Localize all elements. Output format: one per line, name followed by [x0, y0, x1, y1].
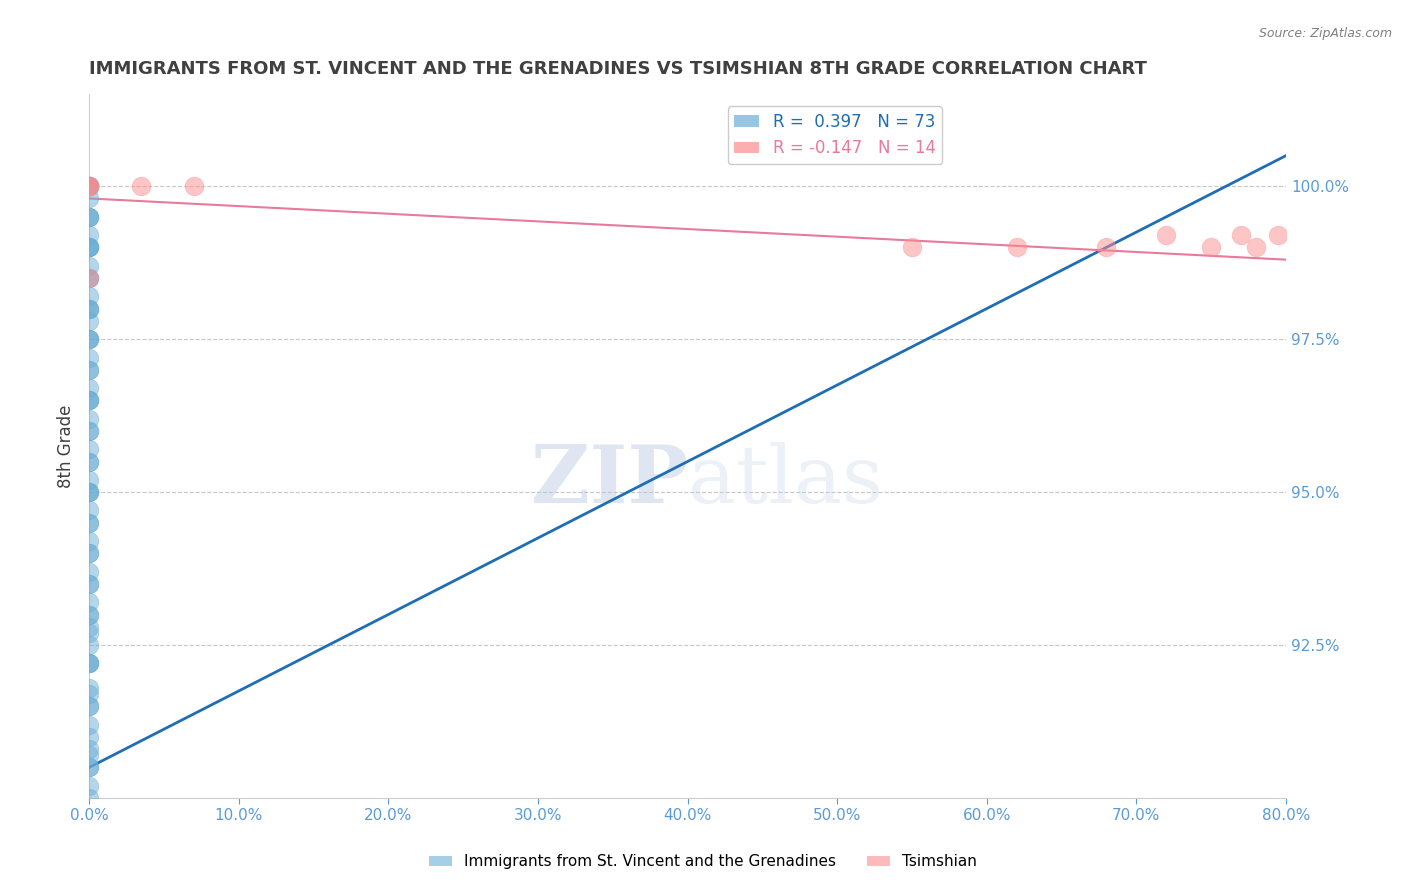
Point	[77, 301, 100, 316]
Point	[77, 393, 100, 408]
Point	[77, 454, 100, 468]
Point	[77, 748, 100, 763]
Point	[77, 179, 100, 194]
Point	[77, 240, 100, 254]
Point	[77, 179, 100, 194]
Text: IMMIGRANTS FROM ST. VINCENT AND THE GRENADINES VS TSIMSHIAN 8TH GRADE CORRELATIO: IMMIGRANTS FROM ST. VINCENT AND THE GREN…	[89, 60, 1147, 78]
Point	[77, 424, 100, 438]
Point	[77, 179, 100, 194]
Point	[77, 271, 100, 285]
Point	[1154, 228, 1177, 243]
Point	[77, 742, 100, 756]
Point	[77, 332, 100, 346]
Point	[77, 332, 100, 346]
Point	[901, 240, 924, 254]
Point	[77, 699, 100, 714]
Point	[77, 760, 100, 774]
Point	[77, 393, 100, 408]
Point	[77, 363, 100, 377]
Point	[1095, 240, 1118, 254]
Point	[77, 259, 100, 273]
Point	[77, 240, 100, 254]
Text: Source: ZipAtlas.com: Source: ZipAtlas.com	[1258, 27, 1392, 40]
Point	[77, 411, 100, 425]
Point	[1005, 240, 1028, 254]
Point	[1199, 240, 1222, 254]
Point	[77, 289, 100, 303]
Point	[77, 179, 100, 194]
Point	[77, 473, 100, 487]
Point	[77, 485, 100, 500]
Point	[77, 210, 100, 224]
Point	[183, 179, 205, 194]
Point	[77, 485, 100, 500]
Point	[77, 191, 100, 205]
Point	[77, 779, 100, 793]
Point	[77, 210, 100, 224]
Point	[77, 179, 100, 194]
Y-axis label: 8th Grade: 8th Grade	[58, 405, 75, 488]
Point	[77, 301, 100, 316]
Point	[77, 442, 100, 457]
Point	[77, 625, 100, 640]
Point	[77, 179, 100, 194]
Point	[77, 595, 100, 609]
Point	[77, 681, 100, 695]
Point	[77, 717, 100, 731]
Point	[1230, 228, 1253, 243]
Point	[77, 607, 100, 622]
Point	[77, 271, 100, 285]
Point	[77, 210, 100, 224]
Point	[77, 363, 100, 377]
Point	[77, 314, 100, 328]
Point	[77, 516, 100, 530]
Point	[77, 393, 100, 408]
Point	[77, 240, 100, 254]
Point	[77, 657, 100, 671]
Point	[77, 657, 100, 671]
Point	[77, 534, 100, 549]
Legend: R =  0.397   N = 73, R = -0.147   N = 14: R = 0.397 N = 73, R = -0.147 N = 14	[728, 106, 942, 164]
Point	[77, 332, 100, 346]
Point	[77, 485, 100, 500]
Point	[77, 687, 100, 701]
Point	[77, 516, 100, 530]
Point	[77, 620, 100, 634]
Point	[77, 271, 100, 285]
Point	[77, 240, 100, 254]
Point	[77, 577, 100, 591]
Legend: Immigrants from St. Vincent and the Grenadines, Tsimshian: Immigrants from St. Vincent and the Gren…	[423, 848, 983, 875]
Point	[131, 179, 153, 194]
Point	[77, 179, 100, 194]
Point	[77, 503, 100, 517]
Point	[77, 381, 100, 395]
Point	[1267, 228, 1289, 243]
Point	[77, 546, 100, 560]
Text: atlas: atlas	[688, 442, 883, 520]
Point	[77, 699, 100, 714]
Point	[77, 730, 100, 744]
Point	[77, 657, 100, 671]
Point	[77, 760, 100, 774]
Point	[77, 546, 100, 560]
Point	[77, 638, 100, 652]
Point	[77, 454, 100, 468]
Point	[77, 179, 100, 194]
Point	[77, 424, 100, 438]
Text: ZIP: ZIP	[530, 442, 688, 520]
Point	[77, 577, 100, 591]
Point	[77, 351, 100, 365]
Point	[77, 228, 100, 243]
Point	[77, 607, 100, 622]
Point	[77, 179, 100, 194]
Point	[1244, 240, 1267, 254]
Point	[77, 565, 100, 579]
Point	[77, 301, 100, 316]
Point	[77, 791, 100, 805]
